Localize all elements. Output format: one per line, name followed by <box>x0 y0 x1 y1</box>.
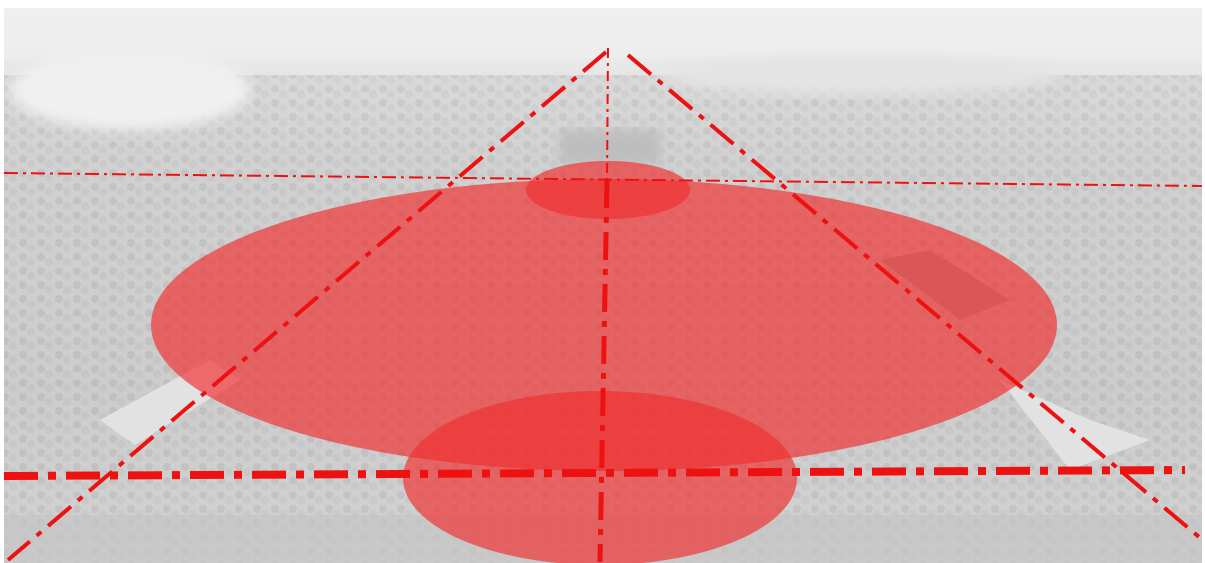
diagonal-left <box>6 50 608 562</box>
axis-lines <box>3 47 1205 563</box>
center-axis-bottom <box>597 179 610 563</box>
diagonal-right <box>626 53 1205 544</box>
base-line <box>3 466 1186 480</box>
horizon-line <box>3 172 1203 187</box>
